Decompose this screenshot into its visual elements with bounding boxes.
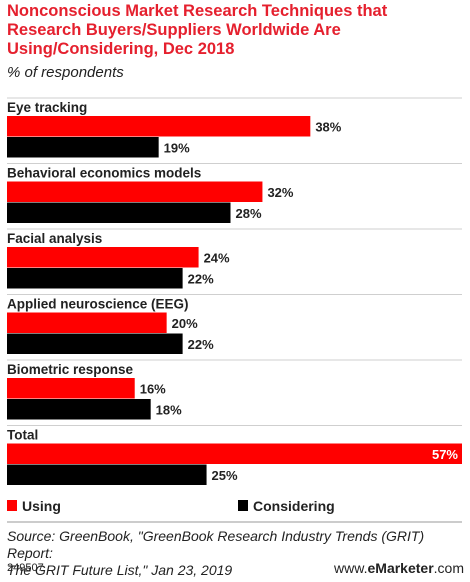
- brand-footer: www.eMarketer.com: [334, 560, 464, 576]
- value-label: 38%: [315, 119, 341, 134]
- legend-label-using: Using: [22, 498, 61, 514]
- value-label: 24%: [204, 250, 230, 265]
- chart-subtitle: % of respondents: [7, 64, 124, 81]
- chart-title: Nonconscious Market Research Techniques …: [7, 2, 388, 58]
- legend-swatch-considering: [238, 500, 248, 511]
- source-line: Source: GreenBook, "GreenBook Research I…: [7, 528, 425, 561]
- chart-id: 249507: [7, 562, 44, 574]
- value-label: 57%: [432, 447, 458, 462]
- bar-considering-behavioral-economics-models: [7, 202, 231, 223]
- bar-using-behavioral-economics-models: [7, 181, 263, 202]
- legend-swatch-using: [7, 500, 17, 511]
- value-label: 22%: [188, 271, 214, 286]
- source-line: The GRIT Future List," Jan 23, 2019: [7, 562, 233, 578]
- value-label: 28%: [236, 206, 262, 221]
- category-label-facial-analysis: Facial analysis: [7, 231, 102, 246]
- value-label: 22%: [188, 337, 214, 352]
- bar-considering-eye-tracking: [7, 137, 159, 158]
- source-note: Source: GreenBook, "GreenBook Research I…: [7, 528, 463, 579]
- category-label-biometric-response: Biometric response: [7, 362, 134, 377]
- bar-using-applied-neuroscience-eeg: [7, 312, 167, 333]
- value-label: 25%: [212, 468, 238, 483]
- bar-considering-total: [7, 464, 207, 485]
- brand-suffix: .com: [433, 560, 464, 576]
- bar-considering-facial-analysis: [7, 268, 183, 289]
- value-label: 19%: [164, 140, 190, 155]
- value-label: 16%: [140, 381, 166, 396]
- bar-using-total: [7, 443, 462, 464]
- legend-label-considering: Considering: [253, 498, 335, 514]
- category-label-behavioral-economics-models: Behavioral economics models: [7, 166, 201, 181]
- category-label-total: Total: [7, 428, 38, 443]
- category-label-applied-neuroscience-eeg: Applied neuroscience (EEG): [7, 297, 189, 312]
- bar-chart: Eye tracking 38% 19% Behavioral economics m…: [7, 97, 462, 523]
- brand-prefix: www.: [334, 560, 368, 576]
- bar-considering-applied-neuroscience-eeg: [7, 333, 183, 354]
- value-label: 18%: [156, 402, 182, 417]
- category-label-eye-tracking: Eye tracking: [7, 100, 87, 115]
- bar-using-eye-tracking: [7, 116, 311, 137]
- value-label: 32%: [267, 185, 293, 200]
- bar-considering-biometric-response: [7, 399, 151, 420]
- bar-using-biometric-response: [7, 378, 135, 399]
- brand-name: eMarketer: [367, 560, 434, 576]
- bar-using-facial-analysis: [7, 247, 199, 268]
- value-label: 20%: [172, 316, 198, 331]
